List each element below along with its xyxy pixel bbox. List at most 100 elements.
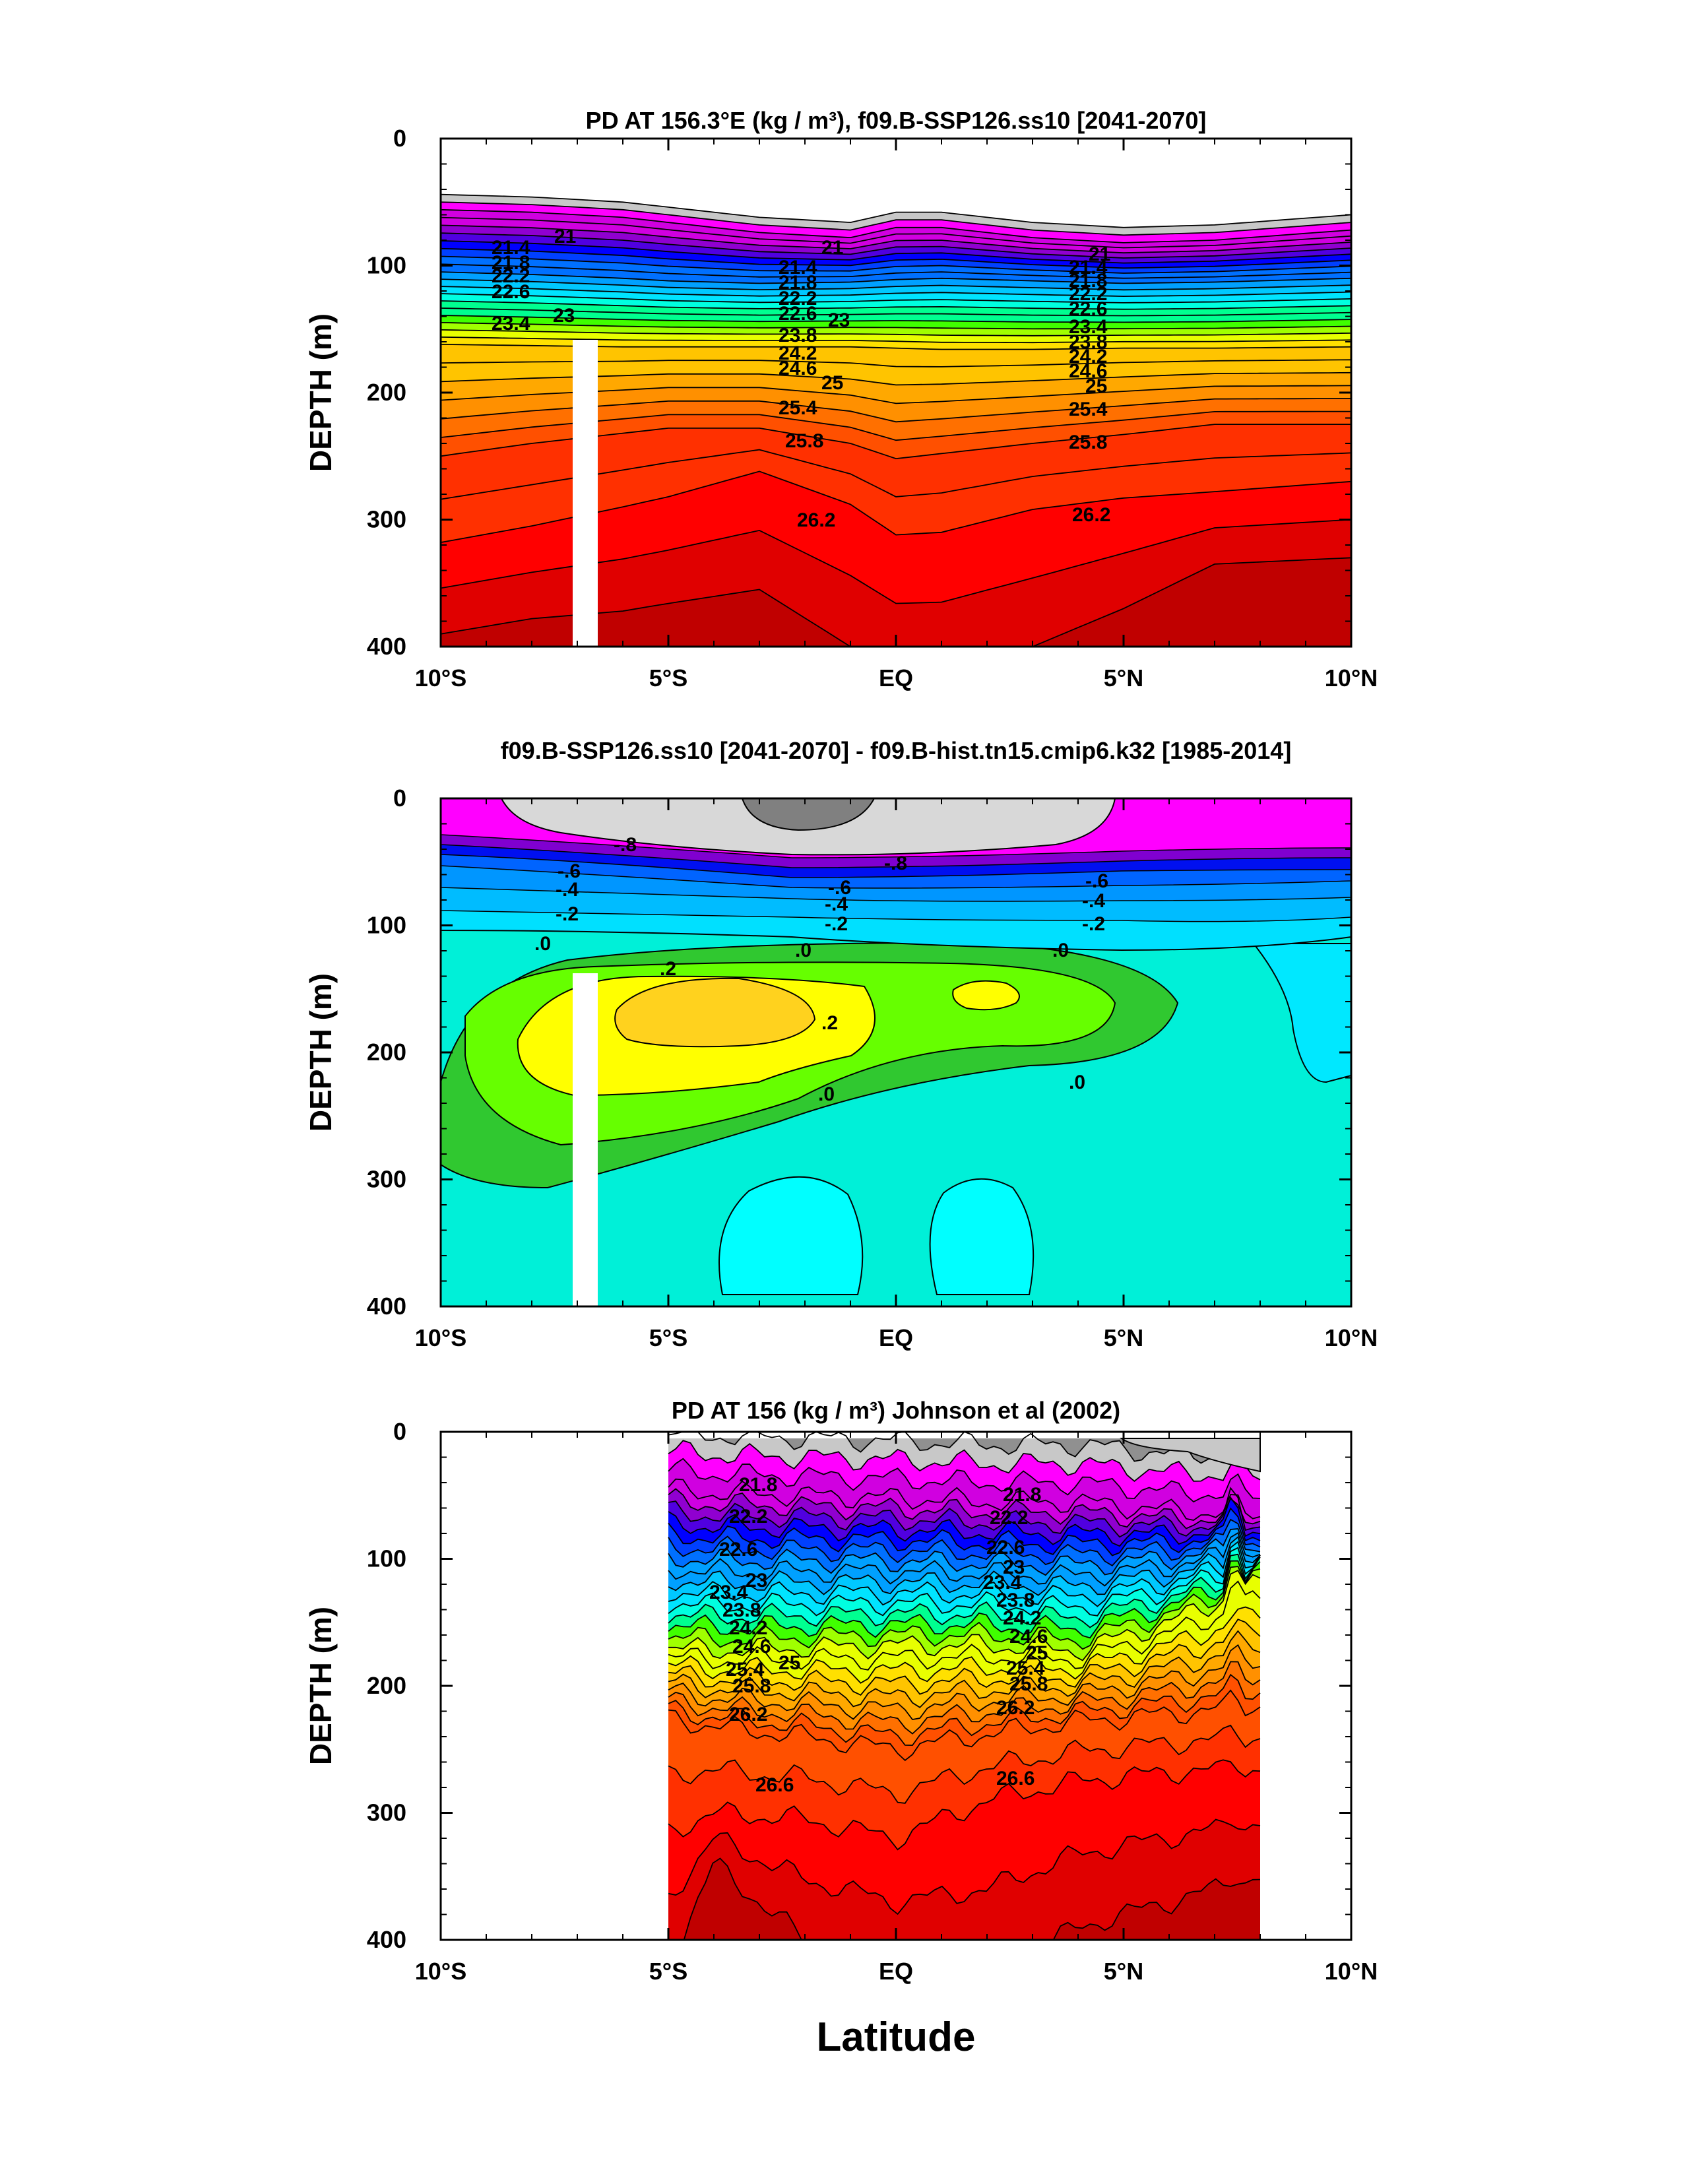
p2-label-0-b: .0 — [795, 940, 812, 961]
panel-2-positive-core-west — [614, 977, 816, 1048]
y-tick-label: 400 — [367, 1293, 406, 1320]
y-tick-label: 200 — [367, 1672, 406, 1699]
isopycnal-line — [668, 1547, 1261, 1617]
panel-3-isopycnal-lines — [668, 1432, 1261, 1940]
isopycnal-line — [441, 271, 1351, 284]
x-tick-label: 5°N — [1104, 1958, 1143, 1985]
y-tick-label: 0 — [393, 785, 406, 812]
isopycnal-line — [668, 1488, 1261, 1529]
p2-label-m06-c: -.6 — [1085, 870, 1108, 892]
density-band — [668, 1432, 1260, 1481]
p3-label-22-6: 22.6 — [719, 1539, 757, 1560]
p1-label-21-4-b: 21.4 — [779, 257, 817, 278]
panel-1-plot-area — [441, 139, 1351, 647]
panel-2-east-edge-region — [1252, 943, 1351, 1083]
p3-label-24-6-b: 24.6 — [1009, 1626, 1048, 1648]
p1-label-23: 23 — [553, 305, 575, 327]
panel-1-surface-white — [441, 139, 1351, 228]
p3-label-21-8: 21.8 — [739, 1474, 777, 1496]
isopycnal-line — [441, 293, 1351, 304]
panel-2-axes-ticks: 10°S 5°S EQ 5°N 10°N 0 100 200 300 400 — [367, 785, 1378, 1351]
x-tick-label: 10°N — [1325, 1958, 1378, 1985]
panel-3-surface-gray-patch — [1119, 1438, 1261, 1473]
figure-x-axis-label: Latitude — [816, 2014, 975, 2060]
y-tick-label: 0 — [393, 1418, 406, 1445]
isopycnal-line — [441, 209, 1351, 243]
p2-label-p02-b: .2 — [821, 1012, 838, 1034]
x-tick-label: 10°S — [415, 664, 466, 691]
isopycnal-line — [668, 1689, 1261, 1762]
panel-2-deep-blob-west — [718, 1176, 864, 1295]
p1-label-23-8-b: 23.8 — [779, 325, 817, 346]
p2-label-m08-b: -.8 — [884, 852, 907, 874]
x-tick-label: EQ — [879, 1958, 913, 1985]
density-band — [668, 1432, 1260, 1463]
p1-label-25-4-c: 25.4 — [1069, 399, 1108, 420]
isopycnal-line — [668, 1724, 1261, 1804]
p1-label-26-2-b: 26.2 — [797, 509, 835, 531]
isopycnal-line — [441, 232, 1351, 259]
panel-3-plot-area — [668, 1432, 1261, 1940]
p3-label-22-6-b: 22.6 — [986, 1537, 1025, 1558]
isopycnal-line — [683, 1857, 1261, 1940]
isopycnal-line — [668, 1560, 1261, 1639]
isopycnal-line — [668, 1566, 1261, 1650]
p2-label-m08: -.8 — [614, 834, 637, 856]
p3-label-26-2: 26.2 — [729, 1704, 767, 1725]
panel-2-neg-core-max — [741, 798, 876, 831]
panel-1-density-bands — [441, 139, 1351, 647]
p3-label-22-2-b: 22.2 — [990, 1507, 1028, 1529]
p1-label-24-2-c: 24.2 — [1069, 346, 1107, 368]
p2-label-m02-b: -.2 — [825, 913, 848, 935]
p1-label-25-8-b: 25.8 — [785, 430, 823, 452]
isopycnal-line — [668, 1478, 1261, 1521]
p1-label-25-b: 25 — [821, 372, 843, 394]
panel-1-missing-data-mask — [573, 340, 598, 647]
panel-2-plot-area — [441, 798, 1351, 1306]
p2-label-p02: .2 — [660, 958, 676, 980]
y-tick-label: 100 — [367, 912, 406, 939]
p3-label-26-6-b: 26.6 — [996, 1768, 1035, 1789]
p3-label-23-4-b: 23.4 — [983, 1572, 1022, 1593]
p1-label-24-2-b: 24.2 — [779, 342, 817, 364]
isopycnal-line — [668, 1432, 1261, 1464]
p2-label-0: .0 — [534, 933, 551, 955]
panel-3-chart: PD AT 156 (kg / m³) Johnson et al (2002)… — [303, 1397, 1378, 1985]
p1-label-21-c: 21 — [1089, 243, 1110, 265]
isopycnal-line — [441, 322, 1351, 330]
isopycnal-line — [668, 1458, 1261, 1503]
isopycnal-line — [441, 337, 1351, 344]
panel-2-contour-labels: -.8 -.6 -.4 -.2 .0 -.8 -.6 -.4 -.2 .0 .2… — [534, 834, 1108, 1105]
p3-label-24-6: 24.6 — [732, 1636, 771, 1657]
p2-label-m02-c: -.2 — [1082, 913, 1105, 935]
p1-label-21-8-c: 21.8 — [1069, 270, 1107, 292]
isopycnal-line — [441, 224, 1351, 254]
p2-label-0-c: .0 — [818, 1083, 835, 1105]
isopycnal-line — [441, 216, 1351, 249]
isopycnal-line — [668, 1606, 1261, 1684]
y-tick-label: 400 — [367, 633, 406, 660]
p3-label-25-8-b: 25.8 — [1009, 1673, 1048, 1695]
isopycnal-line — [668, 1630, 1261, 1708]
p1-label-21-b: 21 — [821, 237, 843, 259]
y-tick-label: 100 — [367, 1545, 406, 1572]
p1-label-22-6: 22.6 — [492, 281, 530, 303]
p3-label-23: 23 — [746, 1570, 767, 1591]
x-tick-label: 5°N — [1104, 664, 1143, 691]
panel-3-contour-labels: 21.8 22.2 22.6 23 23.4 23.8 24.2 24.6 25… — [709, 1474, 1048, 1796]
isopycnal-line — [668, 1570, 1261, 1661]
isopycnal-line — [668, 1487, 1261, 1538]
p3-label-23-8: 23.8 — [722, 1599, 761, 1621]
p3-label-25-8: 25.8 — [732, 1675, 771, 1697]
p1-label-21-4: 21.4 — [492, 237, 530, 259]
x-tick-label: 10°N — [1325, 1324, 1378, 1351]
isopycnal-line — [668, 1440, 1261, 1482]
isopycnal-line — [441, 307, 1351, 317]
isopycnal-line — [668, 1818, 1261, 1915]
x-tick-label: 5°N — [1104, 1324, 1143, 1351]
p1-label-25-8-c: 25.8 — [1069, 432, 1107, 453]
isopycnal-line — [441, 315, 1351, 323]
panel-2-chart: f09.B-SSP126.ss10 [2041-2070] - f09.B-hi… — [303, 737, 1378, 1351]
p3-label-26-2-b: 26.2 — [996, 1697, 1035, 1719]
p1-label-23-4-c: 23.4 — [1069, 316, 1108, 338]
